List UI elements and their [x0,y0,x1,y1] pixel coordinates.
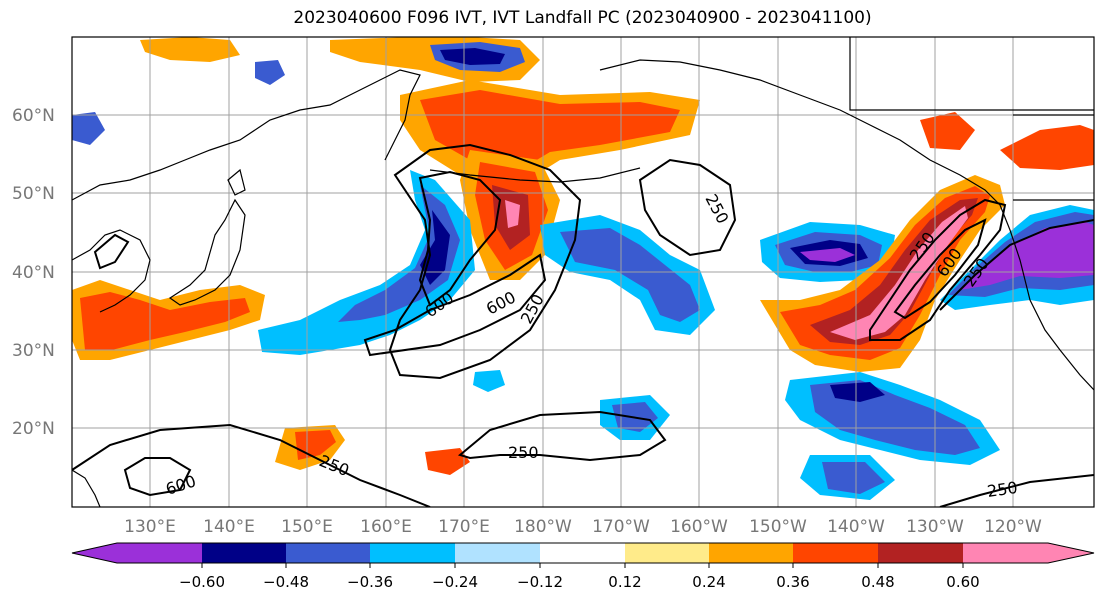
colorbar-segment [540,543,625,563]
lon-label: 140°W [827,517,885,537]
colorbar-tick-label: −0.48 [263,573,309,591]
lon-label: 180°W [514,517,572,537]
colorbar-extension-high [1048,543,1094,563]
lon-label: 120°W [984,517,1042,537]
colorbar-tick-label: 0.60 [946,573,979,591]
map-frame [71,36,1095,508]
colorbar-segment [625,543,709,563]
lon-label: 160°E [360,517,412,537]
colorbar-segment [370,543,455,563]
coastlines [72,37,1094,507]
colorbar-tick-label: −0.12 [517,573,563,591]
ivt-contours [72,143,1094,507]
map-plot-area: 250 250 600 600 250 250 600 250 250 600 … [72,37,1094,507]
colorbar-segment [878,543,963,563]
colorbar-segment [709,543,793,563]
colorbar-segment [202,543,286,563]
lon-label: 170°W [592,517,650,537]
map-title: 2023040600 F096 IVT, IVT Landfall PC (20… [293,8,872,28]
lon-label: 130°E [124,517,176,537]
colorbar-tick-label: 0.36 [776,573,809,591]
longitude-labels: 130°E 140°E 150°E 160°E 170°E 180°W 170°… [124,517,1042,537]
colorbar-tick-label: 0.24 [692,573,725,591]
colorbar-outline [71,542,1095,564]
contour-label-250: 250 [508,443,539,462]
lat-label: 50°N [12,184,55,204]
colorbar-tick-label: 0.12 [608,573,641,591]
colorbar-segment [963,543,1048,563]
colorbar-segment [117,543,202,563]
colorbar-tick-label: 0.48 [861,573,894,591]
colorbar-tick-label: −0.36 [347,573,393,591]
lon-label: 140°E [203,517,255,537]
lon-label: 170°E [438,517,490,537]
lat-label: 40°N [12,263,55,283]
lon-label: 160°W [670,517,728,537]
lon-label: 150°W [749,517,807,537]
colorbar-segment [286,543,370,563]
lon-label: 130°W [906,517,964,537]
latitude-labels: 60°N 50°N 40°N 30°N 20°N [12,106,55,439]
colorbar-tick-labels: −0.60 −0.48 −0.36 −0.24 −0.12 0.12 0.24 … [179,573,980,591]
pc-shading [72,37,1094,500]
colorbar-segment [455,543,540,563]
lat-label: 60°N [12,106,55,126]
lat-label: 20°N [12,419,55,439]
lat-label: 30°N [12,341,55,361]
colorbar [71,542,1095,568]
colorbar-segment [793,543,878,563]
colorbar-tick-label: −0.60 [179,573,225,591]
graticule [72,37,1094,507]
contour-label-250: 250 [986,478,1019,501]
lon-label: 150°E [281,517,333,537]
colorbar-extension-low [72,543,117,563]
colorbar-tick-label: −0.24 [432,573,478,591]
